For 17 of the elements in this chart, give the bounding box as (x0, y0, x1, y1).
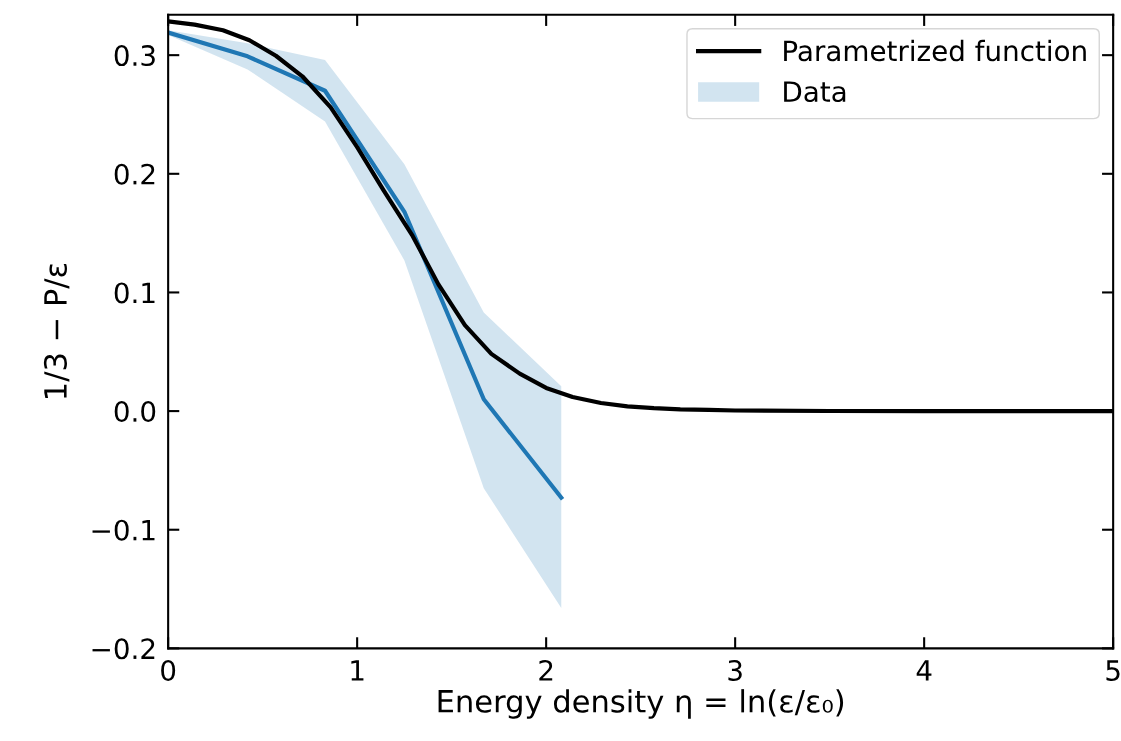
y-tick-label: 0.1 (114, 282, 155, 304)
x-tick-label: 0 (161, 659, 176, 681)
y-tick-label: 0.3 (114, 45, 155, 67)
y-tick-label: −0.2 (92, 638, 155, 660)
line-series (168, 30, 564, 500)
x-tick-label: 4 (916, 660, 932, 681)
x-tick-label: 5 (1106, 660, 1120, 681)
x-tick-label: 3 (728, 659, 742, 681)
y-tick-label: 0.2 (114, 163, 155, 185)
x-tick-label: 2 (539, 659, 553, 681)
x-tick-label: 1 (351, 660, 364, 681)
legend-label: Parametrized function (784, 39, 1086, 62)
y-axis-title: 1/3 − P/ε (43, 263, 70, 398)
y-tick-label: −0.1 (92, 519, 155, 541)
y-tick-label: 0.0 (114, 401, 156, 423)
x-axis-title: Energy density η = ln(ε/ε₀) (438, 689, 844, 719)
legend-label: Data (784, 81, 846, 103)
